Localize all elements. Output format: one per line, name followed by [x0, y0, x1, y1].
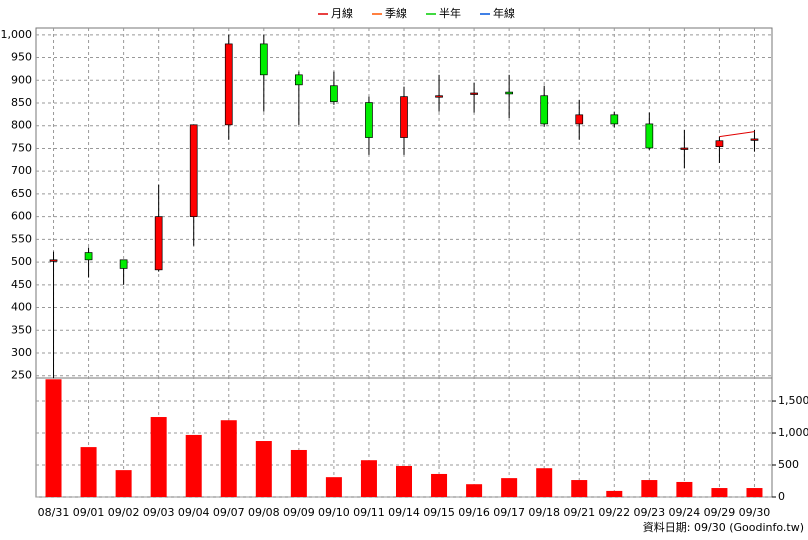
- y-tick-label: 250: [11, 369, 32, 382]
- volume-bar: [150, 417, 167, 497]
- volume-bar: [360, 460, 377, 497]
- volume-bar: [641, 480, 658, 497]
- volume-bar: [711, 488, 728, 497]
- x-tick-label: 09/24: [669, 506, 701, 519]
- y2-tick-label: 1,500: [778, 394, 808, 407]
- volume-bar: [501, 478, 518, 497]
- y-tick-label: 400: [11, 301, 32, 314]
- volume-bar: [396, 465, 412, 497]
- volume-bar: [536, 468, 553, 497]
- x-tick-label: 09/02: [108, 506, 140, 519]
- candle-body: [470, 92, 478, 95]
- footer: 資料日期: 09/30 (Goodinfo.tw): [643, 520, 804, 534]
- x-tick-label: 08/31: [38, 506, 70, 519]
- x-tick-label: 09/30: [739, 506, 771, 519]
- legend-label: 月線: [331, 6, 353, 20]
- volume-bar: [325, 477, 342, 497]
- volume-bar: [431, 473, 448, 497]
- x-tick-label: 09/11: [353, 506, 385, 519]
- x-tick-label: 09/07: [213, 506, 245, 519]
- candle-body: [505, 91, 513, 95]
- legend-label: 年線: [493, 6, 515, 20]
- x-tick-label: 09/29: [704, 506, 736, 519]
- x-tick-label: 09/03: [143, 506, 175, 519]
- candle-body: [750, 138, 759, 141]
- ma-line: [719, 131, 755, 138]
- x-tick-label: 09/22: [598, 506, 630, 519]
- candle-body: [49, 259, 58, 262]
- candle-body: [680, 147, 689, 150]
- candle-body: [400, 96, 408, 138]
- candle-body: [365, 102, 373, 138]
- candle-body: [84, 252, 93, 261]
- candle-body: [435, 95, 443, 98]
- x-tick-label: 09/08: [248, 506, 280, 519]
- volume-bar: [185, 434, 202, 497]
- x-tick-label: 09/17: [493, 506, 525, 519]
- x-tick-label: 09/01: [73, 506, 105, 519]
- x-tick-label: 09/04: [178, 506, 210, 519]
- volume-bar: [45, 379, 62, 497]
- candle-body: [259, 43, 268, 76]
- y2-tick-label: 0: [778, 490, 785, 503]
- candle-body: [540, 95, 549, 125]
- volume-bar: [466, 484, 483, 497]
- candle-body: [119, 259, 128, 269]
- volume-bar: [746, 488, 763, 497]
- x-tick-label: 09/23: [633, 506, 665, 519]
- candle-body: [715, 140, 724, 147]
- y-tick-label: 300: [11, 346, 32, 359]
- x-tick-label: 09/09: [283, 506, 315, 519]
- x-tick-label: 09/15: [423, 506, 455, 519]
- y-tick-label: 500: [11, 255, 32, 268]
- legend-label: 季線: [385, 6, 407, 20]
- volume-bar: [606, 490, 623, 497]
- x-tick-label: 09/14: [388, 506, 420, 519]
- volume-bar: [571, 480, 588, 497]
- legend-label: 半年: [439, 6, 461, 20]
- volume-bar: [80, 447, 97, 497]
- x-tick-label: 09/16: [458, 506, 490, 519]
- y2-tick-label: 1,000: [778, 426, 808, 439]
- candle-body: [610, 114, 619, 125]
- y-tick-label: 750: [11, 141, 32, 154]
- candle-body: [224, 43, 233, 126]
- candle-body: [645, 123, 654, 149]
- y-tick-label: 950: [11, 51, 32, 64]
- candle-body: [154, 216, 163, 271]
- volume-bar: [290, 449, 307, 497]
- candle-body: [330, 85, 338, 102]
- y-tick-label: 600: [11, 210, 32, 223]
- candle-body: [189, 124, 198, 217]
- candle-body: [295, 74, 303, 86]
- x-tick-label: 09/21: [563, 506, 595, 519]
- volume-bar: [220, 420, 237, 497]
- y-tick-label: 350: [11, 323, 32, 336]
- y-tick-label: 850: [11, 96, 32, 109]
- y-tick-label: 650: [11, 187, 32, 200]
- y-tick-label: 800: [11, 119, 32, 132]
- y-tick-label: 900: [11, 73, 32, 86]
- volume-bar: [115, 470, 132, 497]
- y2-tick-label: 500: [778, 458, 799, 471]
- volume-bar: [676, 481, 693, 497]
- y-tick-label: 450: [11, 278, 32, 291]
- y-tick-label: 700: [11, 164, 32, 177]
- x-tick-label: 09/10: [318, 506, 350, 519]
- volume-bar: [255, 441, 272, 497]
- x-tick-label: 09/18: [528, 506, 560, 519]
- y-tick-label: 550: [11, 232, 32, 245]
- y-tick-label: 1,000: [1, 28, 33, 41]
- candle-body: [575, 114, 584, 125]
